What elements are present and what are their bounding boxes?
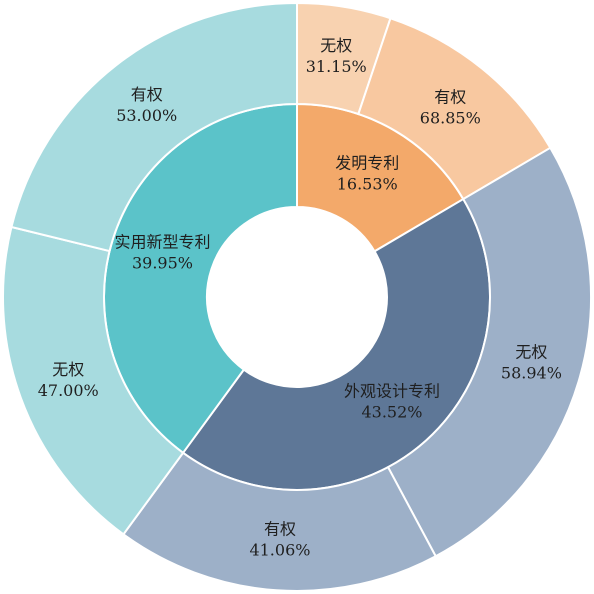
outer-label-实用新型专利-有权: 有权 53.00% bbox=[116, 85, 177, 125]
inner-label-外观设计专利: 外观设计专利 43.52% bbox=[344, 381, 440, 421]
outer-label-发明专利-有权: 有权 68.85% bbox=[420, 87, 481, 127]
outer-slice-外观设计专利-有权 bbox=[122, 451, 438, 592]
inner-label-实用新型专利: 实用新型专利 39.95% bbox=[114, 233, 210, 273]
outer-slice-实用新型专利-有权 bbox=[10, 1, 298, 253]
inner-label-发明专利: 发明专利 16.53% bbox=[335, 154, 399, 194]
outer-label-实用新型专利-无权: 无权 47.00% bbox=[38, 360, 99, 400]
outer-label-外观设计专利-有权: 有权 41.06% bbox=[249, 519, 310, 559]
outer-label-发明专利-无权: 无权 31.15% bbox=[306, 36, 367, 76]
outer-label-外观设计专利-无权: 无权 58.94% bbox=[501, 342, 562, 382]
outer-slice-实用新型专利-无权 bbox=[2, 225, 185, 536]
outer-slice-外观设计专利-无权 bbox=[386, 146, 592, 558]
